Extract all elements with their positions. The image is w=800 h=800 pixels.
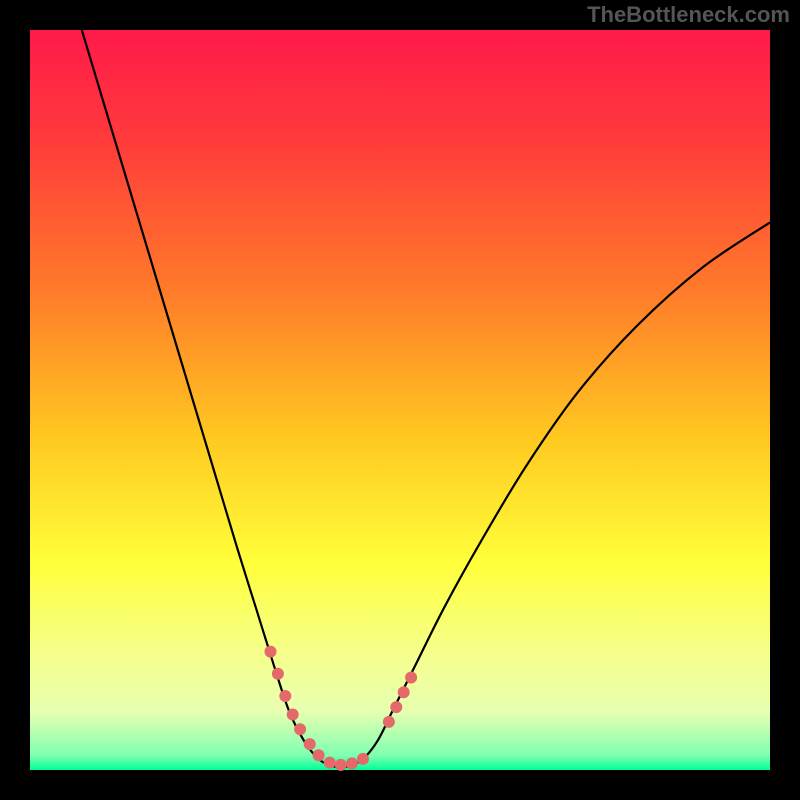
marker-dot bbox=[324, 757, 336, 769]
marker-dot bbox=[383, 716, 395, 728]
marker-dot bbox=[405, 672, 417, 684]
plot-background bbox=[30, 30, 770, 770]
marker-dot bbox=[287, 709, 299, 721]
marker-dot bbox=[398, 686, 410, 698]
marker-dot bbox=[304, 738, 316, 750]
marker-dot bbox=[346, 757, 358, 769]
marker-dot bbox=[357, 753, 369, 765]
marker-dot bbox=[294, 723, 306, 735]
bottleneck-chart bbox=[0, 0, 800, 800]
marker-dot bbox=[272, 668, 284, 680]
marker-dot bbox=[390, 701, 402, 713]
marker-dot bbox=[313, 749, 325, 761]
watermark: TheBottleneck.com bbox=[587, 2, 790, 28]
marker-dot bbox=[279, 690, 291, 702]
marker-dot bbox=[265, 646, 277, 658]
marker-dot bbox=[335, 759, 347, 771]
